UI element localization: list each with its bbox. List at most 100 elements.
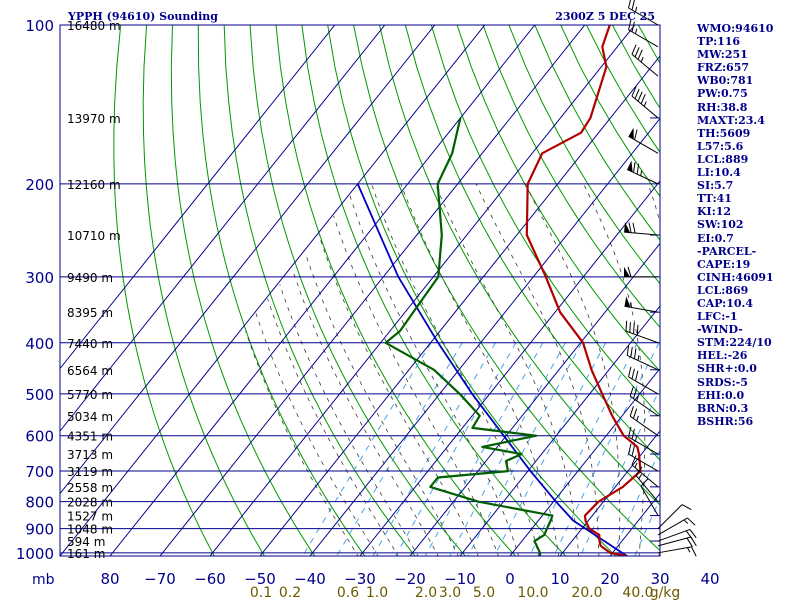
index-item: L57:5.6 [697, 139, 744, 153]
wind-barb [657, 528, 697, 542]
isotherm [459, 305, 660, 556]
height-label: 7440 m [67, 337, 113, 351]
height-label: 161 m [67, 547, 105, 561]
dry-adiabat [275, 25, 517, 556]
barb-feather [633, 348, 637, 359]
moist-adiabat [371, 183, 540, 556]
barb-half-feather [634, 6, 638, 13]
barb-feather [628, 19, 632, 30]
barb-feather [633, 323, 635, 334]
barb-staff [624, 305, 659, 313]
index-item: STM:224/10 [697, 336, 772, 350]
moist-adiabat [524, 183, 621, 556]
moist-adiabat [475, 183, 600, 556]
isotherm [60, 25, 336, 370]
temperature-tick-label: 10 [550, 570, 569, 588]
index-item: EHI:0.0 [697, 388, 745, 402]
dry-adiabat [197, 25, 366, 556]
barb-staff [631, 53, 659, 77]
wind-barb [628, 443, 659, 472]
index-item: LFC:-1 [697, 310, 738, 324]
dry-adiabat [379, 25, 660, 506]
barb-feather [685, 530, 693, 540]
temperature-tick-label: −10 [444, 570, 476, 588]
wind-barb [628, 127, 659, 154]
barb-feather [687, 517, 696, 526]
index-item: LCL:869 [697, 283, 749, 297]
barb-feather [629, 386, 634, 397]
barb-staff [628, 453, 659, 472]
wind-barb [625, 320, 659, 344]
barb-feather [626, 345, 630, 356]
mixing-ratio-line [467, 342, 583, 556]
barb-half-feather [640, 57, 644, 63]
pressure-unit-label: mb [32, 572, 55, 588]
height-label: 6564 m [67, 364, 113, 378]
temperature-tick-label: −60 [194, 570, 226, 588]
index-item: FRZ:657 [697, 61, 750, 75]
barb-feather [633, 162, 636, 173]
barb-staff [626, 354, 659, 371]
index-item: SHR+:0.0 [697, 362, 757, 376]
barb-half-feather [643, 101, 647, 107]
temperature-tick-label: 30 [650, 570, 669, 588]
barb-staff [635, 475, 659, 502]
index-item: MAXT:23.4 [697, 113, 765, 127]
moist-adiabat [291, 268, 439, 556]
mixing-ratio-line [529, 342, 638, 556]
barb-feather [628, 222, 632, 233]
mixing-ratio-line [493, 342, 607, 556]
temperature-trace [525, 25, 642, 556]
wind-barb [628, 19, 659, 48]
barb-feather [629, 322, 631, 333]
barb-feather [636, 324, 639, 336]
barb-feather [637, 91, 643, 102]
barb-feather [628, 443, 632, 455]
index-item: TH:5609 [697, 126, 751, 140]
height-label: 594 m [67, 535, 105, 549]
mixing-ratio-line [394, 342, 517, 556]
isotherm [259, 55, 660, 556]
height-label: 1527 m [67, 510, 113, 524]
index-item: SW:102 [697, 218, 744, 232]
barb-feather [631, 428, 635, 440]
wind-barb [657, 504, 692, 530]
mixing-ratio-line [449, 342, 566, 556]
height-label: 4351 m [67, 430, 113, 444]
dewpoint-trace [384, 117, 554, 556]
pressure-tick-label: 900 [25, 521, 54, 539]
barb-staff [624, 231, 659, 236]
dry-adiabat [113, 25, 215, 556]
temperature-tick-label: 40 [700, 570, 719, 588]
barb-feather [631, 368, 635, 380]
mixing-ratio-label: 0.6 [337, 585, 359, 600]
barb-feather [640, 94, 646, 104]
barb-half-feather [636, 395, 639, 402]
wind-barb [628, 426, 659, 455]
barb-staff [628, 7, 659, 26]
barb-feather [630, 346, 633, 358]
wind-barb [640, 478, 659, 516]
dry-adiabat [223, 25, 416, 556]
moist-adiabat [304, 252, 459, 556]
barb-staff [657, 528, 691, 542]
mixing-ratio-label: 20.0 [571, 585, 602, 600]
index-item: BRN:0.3 [697, 401, 749, 415]
wind-barb [624, 266, 658, 278]
moist-adiabat [583, 183, 646, 556]
wind-barb [631, 86, 659, 119]
barb-staff [657, 517, 688, 536]
temperature-tick-label: −20 [394, 570, 426, 588]
barb-staff [628, 29, 659, 48]
moist-adiabat [333, 215, 499, 556]
height-label: 13970 m [67, 112, 121, 126]
moist-adiabat [349, 194, 519, 556]
wind-barb [626, 160, 659, 185]
barb-feather [634, 370, 639, 382]
barb-staff [628, 436, 659, 455]
index-item: EI:0.7 [697, 231, 734, 245]
barb-half-feather [637, 355, 640, 361]
mixing-ratio-line [424, 342, 544, 556]
